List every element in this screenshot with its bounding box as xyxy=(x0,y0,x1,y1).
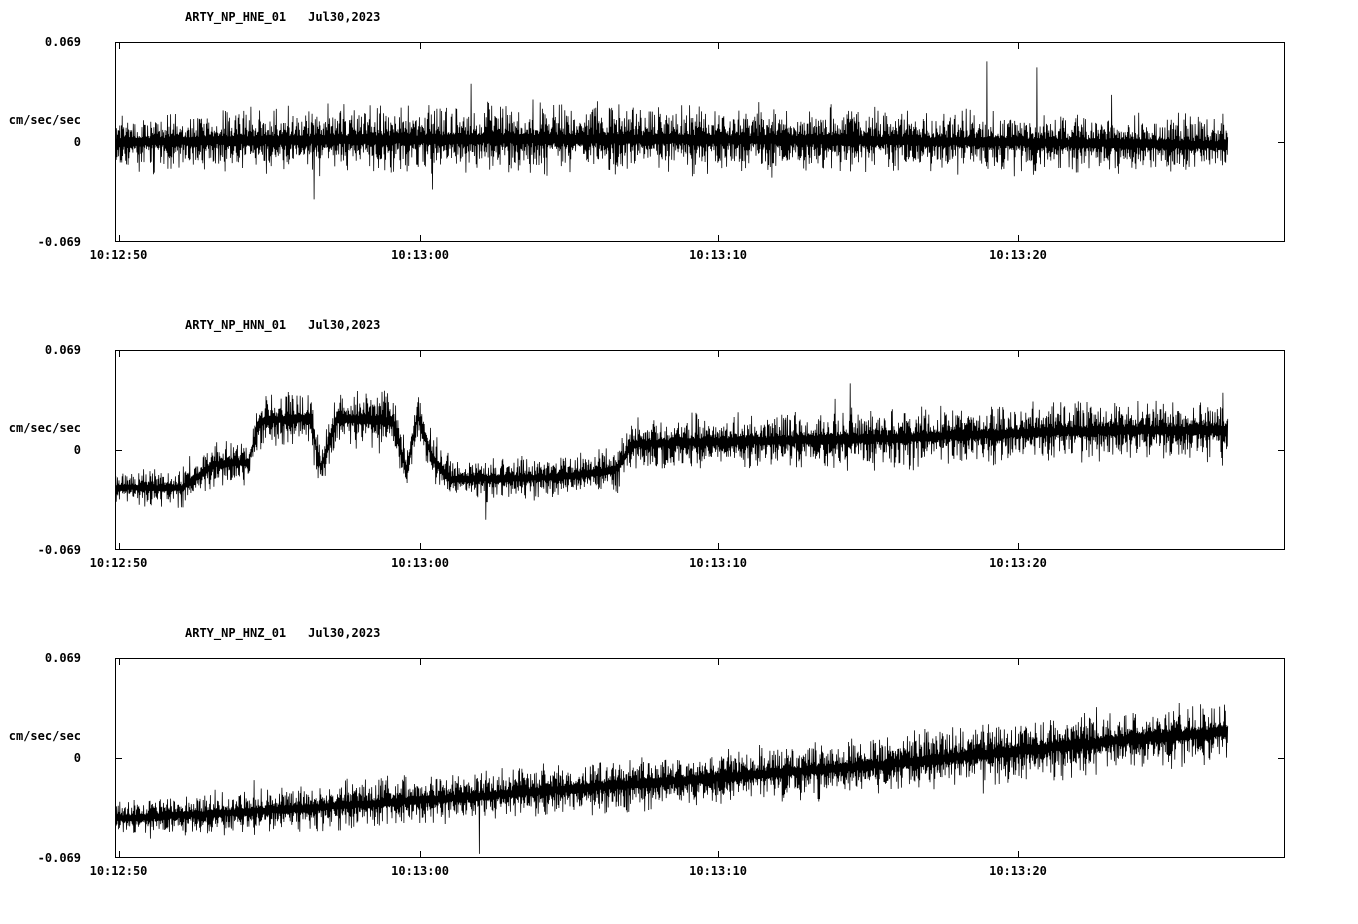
date-label: Jul30,2023 xyxy=(308,10,381,24)
x-tick-label: 10:12:50 xyxy=(89,864,148,878)
plot-area-hne xyxy=(115,42,1285,242)
y-axis-hnn: 0.069 cm/sec/sec 0 -0.069 xyxy=(0,344,115,556)
waveform-svg-hnn xyxy=(115,350,1285,550)
panel-title-hnn: ARTY_NP_HNN_01 Jul30,2023 xyxy=(185,318,1358,334)
panel-title-hne: ARTY_NP_HNE_01 Jul30,2023 xyxy=(185,10,1358,26)
y-axis-zero-label: 0 xyxy=(73,135,81,149)
date-label: Jul30,2023 xyxy=(308,318,381,332)
waveform-svg-hnz xyxy=(115,658,1285,858)
y-axis-min-label: -0.069 xyxy=(37,543,81,557)
panel-hnz: ARTY_NP_HNZ_01 Jul30,2023 0.069 cm/sec/se… xyxy=(0,616,1358,924)
y-axis-max-label: 0.069 xyxy=(44,35,81,49)
x-axis-hnn: 10:12:50 10:13:00 10:13:10 10:13:20 xyxy=(90,553,1285,575)
y-axis-hne: 0.069 cm/sec/sec 0 -0.069 xyxy=(0,36,115,248)
x-tick-label: 10:13:00 xyxy=(391,556,449,570)
panel-hne: ARTY_NP_HNE_01 Jul30,2023 0.069 cm/sec/se… xyxy=(0,0,1358,308)
x-tick-label: 10:12:50 xyxy=(89,248,148,262)
x-tick-label: 10:13:20 xyxy=(989,864,1047,878)
plot-area-hnz xyxy=(115,658,1285,858)
x-axis-hne: 10:12:50 10:13:00 10:13:10 10:13:20 xyxy=(90,245,1285,267)
x-tick-label: 10:13:10 xyxy=(689,864,747,878)
station-label: ARTY_NP_HNZ_01 xyxy=(185,626,287,640)
plot-area-hnn xyxy=(115,350,1285,550)
date-label: Jul30,2023 xyxy=(308,626,381,640)
y-axis-max-label: 0.069 xyxy=(44,651,81,665)
y-axis-unit-label: cm/sec/sec xyxy=(8,729,81,743)
x-tick-label: 10:13:10 xyxy=(689,248,747,262)
y-axis-min-label: -0.069 xyxy=(37,851,81,865)
x-tick-label: 10:13:10 xyxy=(689,556,747,570)
station-label: ARTY_NP_HNE_01 xyxy=(185,10,287,24)
x-tick-label: 10:12:50 xyxy=(89,556,148,570)
x-tick-label: 10:13:00 xyxy=(391,248,449,262)
y-axis-hnz: 0.069 cm/sec/sec 0 -0.069 xyxy=(0,652,115,864)
x-axis-hnz: 10:12:50 10:13:00 10:13:10 10:13:20 xyxy=(90,861,1285,883)
panel-hnn: ARTY_NP_HNN_01 Jul30,2023 0.069 cm/sec/se… xyxy=(0,308,1358,616)
y-axis-unit-label: cm/sec/sec xyxy=(8,113,81,127)
y-axis-unit-label: cm/sec/sec xyxy=(8,421,81,435)
x-tick-label: 10:13:20 xyxy=(989,248,1047,262)
panel-title-hnz: ARTY_NP_HNZ_01 Jul30,2023 xyxy=(185,626,1358,642)
waveform-svg-hne xyxy=(115,42,1285,242)
x-tick-label: 10:13:00 xyxy=(391,864,449,878)
y-axis-max-label: 0.069 xyxy=(44,343,81,357)
x-tick-label: 10:13:20 xyxy=(989,556,1047,570)
y-axis-min-label: -0.069 xyxy=(37,235,81,249)
y-axis-zero-label: 0 xyxy=(73,443,81,457)
station-label: ARTY_NP_HNN_01 xyxy=(185,318,287,332)
y-axis-zero-label: 0 xyxy=(73,751,81,765)
